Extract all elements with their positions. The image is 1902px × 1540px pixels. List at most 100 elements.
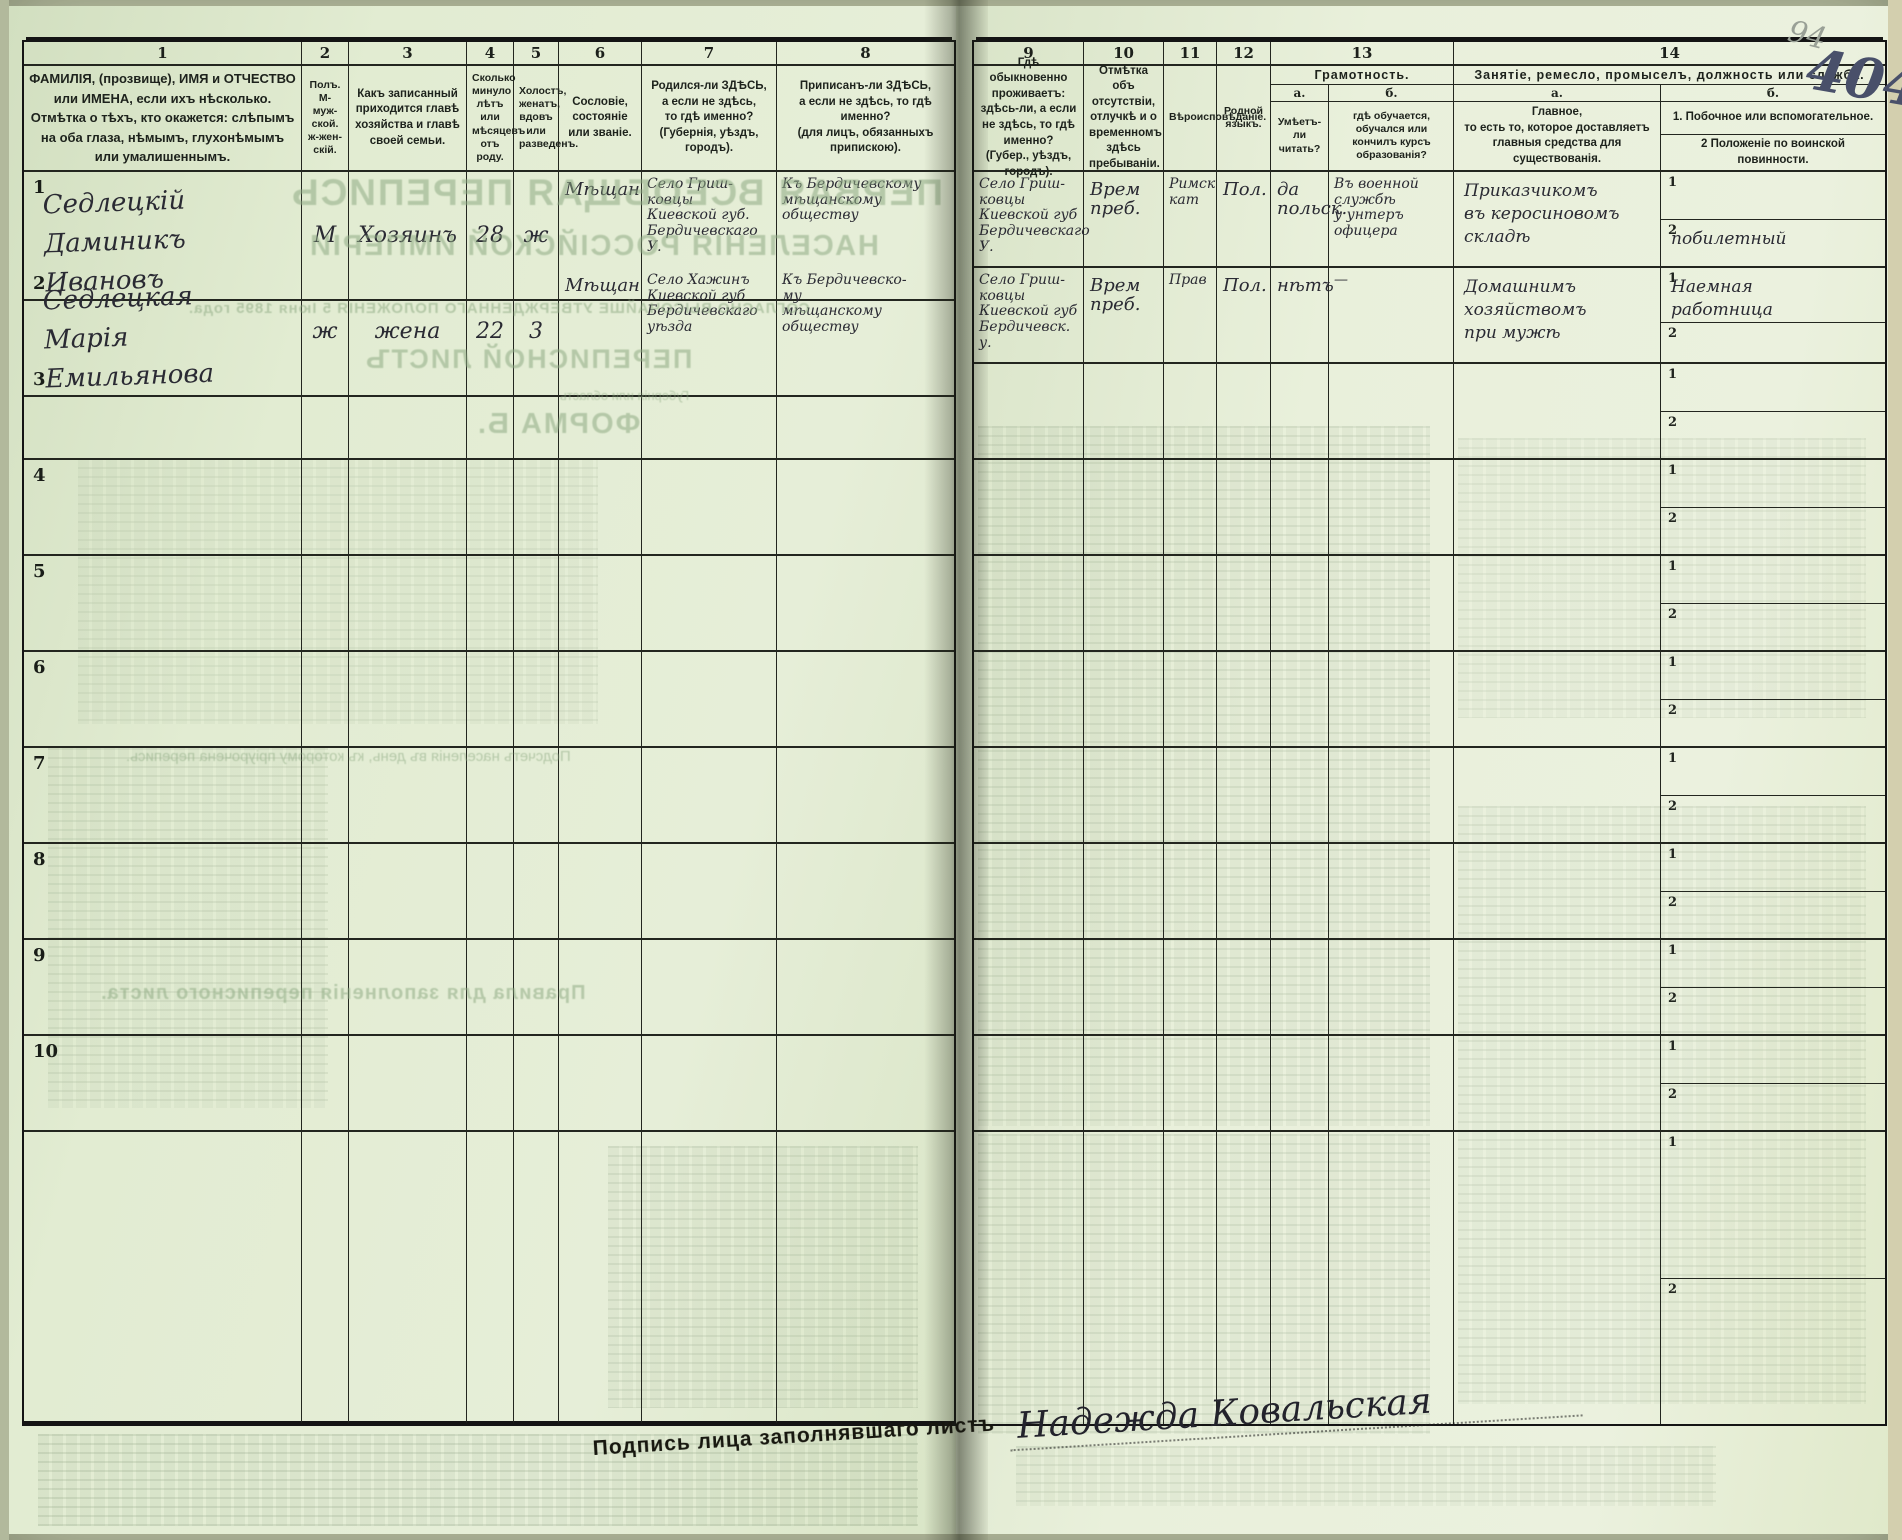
cell-language — [1217, 844, 1271, 940]
cell-age: 22 — [467, 268, 514, 397]
cell-language — [1217, 556, 1271, 652]
row-number: 10 — [33, 1041, 59, 1062]
entry-registration: Къ Бердичевско- му мѣщанскому обществу — [782, 272, 907, 336]
column-number: 7 — [642, 42, 777, 66]
cell-birthplace — [642, 364, 777, 460]
entry-main-occupation: Приказчикомъ въ керосиновомъ складѣ — [1464, 181, 1620, 247]
literacy-letter-b: б. — [1385, 86, 1398, 100]
row-number: 7 — [33, 753, 46, 774]
row-number: 5 — [33, 561, 46, 582]
scan-edge-right — [1888, 0, 1902, 1540]
side-occupation-subcell: 1 — [1661, 172, 1885, 219]
subcell-label-2: 2 — [1668, 1281, 1678, 1297]
col-header-occupation: Занятіе, ремесло, промыселъ, должность и… — [1454, 66, 1885, 172]
cell-education — [1329, 460, 1454, 556]
col-header-education: гдѣ обучается, обучался или кончилъ курс… — [1352, 109, 1431, 162]
cell-estate — [559, 460, 642, 556]
cell-side-occupation: 1 2 — [1661, 844, 1885, 940]
col-header-main-occupation: Главное, то есть то, которое доставляетъ… — [1454, 102, 1661, 171]
cell-marital — [514, 556, 559, 652]
entry-name — [44, 1042, 301, 1051]
column-number: 11 — [1164, 42, 1217, 66]
subcell-label-2: 2 — [1668, 325, 1678, 341]
cell-language — [1217, 748, 1271, 844]
col-header-relation: Какъ записанный приходится главѣ хозяйст… — [349, 66, 467, 172]
cell-age — [467, 556, 514, 652]
column-number: 14 — [1454, 42, 1885, 66]
cell-language: Пол. — [1217, 268, 1271, 364]
entry-age: 22 — [476, 318, 504, 344]
military-status-subcell: 2 — [1661, 410, 1885, 459]
military-status-subcell: 2 — [1661, 506, 1885, 555]
side-occupation-subcell: 1 Наемная работница — [1661, 268, 1885, 322]
table-row: 1 2 — [974, 460, 1885, 556]
cell-side-occupation: 1 2 — [1661, 1036, 1885, 1132]
table-row: 1 2 — [974, 364, 1885, 460]
cell-education — [1329, 364, 1454, 460]
cell-sex: М — [302, 172, 349, 301]
cell-absence — [1084, 460, 1164, 556]
row-number: 4 — [33, 465, 46, 486]
cell-birthplace — [642, 844, 777, 940]
subcell-label-1: 1 — [1668, 175, 1678, 190]
cell-name: 5 — [24, 556, 302, 652]
entry-estate: Мѣщан — [565, 179, 640, 200]
cell-side-occupation: 1 2 — [1661, 748, 1885, 844]
entry-marital: ж — [523, 222, 549, 248]
cell-residence: Село Гриш- ковцы Киевской губ Бердичевск… — [974, 172, 1090, 268]
cell-birthplace — [642, 940, 777, 1036]
cell-age: 28 — [467, 172, 514, 301]
cell-religion — [1164, 652, 1217, 748]
military-status-subcell: 2 — [1661, 890, 1885, 939]
subcell-label-2: 2 — [1668, 222, 1678, 238]
cell-registration: Къ Бердичевскому мѣщанскому обществу — [777, 172, 954, 301]
military-status-subcell: 2 — [1661, 1082, 1885, 1131]
bleed-through-text: Подсчетъ населенія въ день, къ которому … — [126, 748, 571, 765]
cell-age — [467, 364, 514, 460]
cell-marital — [514, 364, 559, 460]
col-header-sex: Полъ. М-муж-ской. ж-жен-скій. — [302, 66, 349, 172]
table-row: 1 2 — [974, 556, 1885, 652]
cell-name: 7 — [24, 748, 302, 844]
subcell-label-2: 2 — [1668, 414, 1678, 430]
column-number: 3 — [349, 42, 467, 66]
subcell-label-2: 2 — [1668, 990, 1678, 1006]
col-header-residence: Гдѣ обыкновенно проживаетъ: здѣсь-ли, а … — [974, 57, 1084, 178]
bleed-through-text: Губернія или область — [560, 388, 690, 403]
subcell-label-1: 1 — [1668, 271, 1678, 286]
header-row-right: Гдѣ обыкновенно проживаетъ: здѣсь-ли, а … — [974, 57, 1885, 178]
cell-name: 6 — [24, 652, 302, 748]
cell-sex — [302, 556, 349, 652]
cell-can-read — [1271, 556, 1329, 652]
entry-name — [44, 562, 301, 571]
subcell-label-2: 2 — [1668, 702, 1678, 718]
cell-registration — [777, 556, 954, 652]
bleed-through-texture — [1016, 1446, 1716, 1506]
col-header-side-occupation: 1. Побочное или вспомогательное. — [1661, 102, 1885, 136]
table-row: Село Гриш- ковцы Киевской губ Бердичевск… — [974, 172, 1885, 268]
table-row: 9 — [24, 940, 954, 1036]
cell-age — [467, 460, 514, 556]
cell-marital — [514, 844, 559, 940]
cell-absence — [1084, 556, 1164, 652]
side-occupation-subcell: 1 — [1661, 460, 1885, 507]
column-number: 13 — [1271, 42, 1454, 66]
column-number: 5 — [514, 42, 559, 66]
side-occupation-subcell: 1 — [1661, 748, 1885, 795]
table-row: 6 — [24, 652, 954, 748]
table-row: 1 2 — [974, 940, 1885, 1036]
military-status-subcell: 2 побилетный — [1661, 218, 1885, 267]
cell-name: 9 — [24, 940, 302, 1036]
cell-residence — [974, 460, 1084, 556]
cell-residence — [974, 556, 1084, 652]
cell-education — [1329, 940, 1454, 1036]
subcell-label-1: 1 — [1668, 847, 1678, 862]
subcell-label-2: 2 — [1668, 510, 1678, 526]
footer-row-right: 1 2 — [974, 1132, 1885, 1424]
cell-sex: ж — [302, 268, 349, 397]
cell-relation — [349, 652, 467, 748]
cell-registration — [777, 940, 954, 1036]
entry-sex: ж — [312, 318, 338, 344]
cell-marital — [514, 940, 559, 1036]
side-occupation-subcell: 1 — [1661, 940, 1885, 987]
